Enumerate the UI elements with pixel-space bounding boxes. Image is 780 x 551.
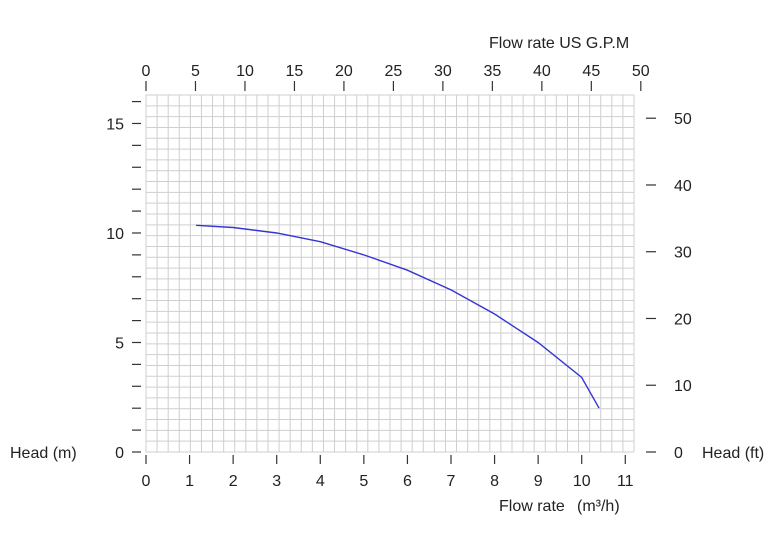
y-right-tick-label: 20 bbox=[674, 311, 692, 328]
series-line-0 bbox=[196, 224, 600, 409]
x-bottom-tick-label: 6 bbox=[403, 473, 412, 490]
x-bottom-tick-label: 7 bbox=[447, 473, 456, 490]
y-right-axis-title: Head (ft) bbox=[702, 445, 764, 462]
x-top-tick-label: 10 bbox=[236, 63, 254, 80]
x-top-tick-label: 0 bbox=[142, 63, 151, 80]
y-left-axis-title: Head (m) bbox=[10, 445, 77, 462]
x-bottom-tick-label: 8 bbox=[490, 473, 499, 490]
x-bottom-tick-label: 11 bbox=[617, 473, 634, 490]
y-left-tick-label: 15 bbox=[106, 116, 124, 133]
x-bottom-tick-label: 4 bbox=[316, 473, 325, 490]
y-right-tick-label: 10 bbox=[674, 378, 692, 395]
x-bottom-tick-label: 9 bbox=[534, 473, 543, 490]
series-layer bbox=[196, 224, 600, 409]
x-bottom-tick-label: 1 bbox=[185, 473, 194, 490]
x-top-tick-label: 30 bbox=[434, 63, 452, 80]
grid bbox=[145, 94, 635, 453]
x-bottom-axis-title: Flow rate bbox=[499, 498, 565, 515]
y-right-tick-label: 0 bbox=[674, 445, 683, 462]
y-right-tick-label: 50 bbox=[674, 111, 692, 128]
x-top-axis-title: Flow rate US G.P.M bbox=[489, 35, 629, 52]
x-top-tick-label: 40 bbox=[533, 63, 551, 80]
x-bottom-tick-label: 10 bbox=[573, 473, 591, 490]
axes: 0 1 2 3 4 5 6 7 8 9 10 110 5 10 15 20 25 30 35 40 45 50051015… bbox=[106, 63, 692, 490]
x-top-tick-label: 20 bbox=[335, 63, 353, 80]
x-bottom-tick-label: 5 bbox=[359, 473, 368, 490]
x-top-tick-label: 45 bbox=[582, 63, 600, 80]
x-top-tick-label: 50 bbox=[632, 63, 650, 80]
y-left-tick-label: 10 bbox=[106, 226, 124, 243]
x-bottom-tick-label: 3 bbox=[272, 473, 281, 490]
y-right-tick-label: 40 bbox=[674, 178, 692, 195]
x-bottom-tick-label: 0 bbox=[142, 473, 151, 490]
y-left-tick-label: 5 bbox=[115, 335, 124, 352]
x-top-tick-label: 25 bbox=[385, 63, 403, 80]
y-left-tick-label: 0 bbox=[115, 445, 124, 462]
x-bottom-axis-unit: (m³/h) bbox=[577, 498, 620, 515]
y-right-tick-label: 30 bbox=[674, 245, 692, 262]
x-top-tick-label: 15 bbox=[286, 63, 304, 80]
x-top-tick-label: 35 bbox=[483, 63, 501, 80]
x-bottom-tick-label: 2 bbox=[229, 473, 238, 490]
x-top-tick-label: 5 bbox=[191, 63, 200, 80]
